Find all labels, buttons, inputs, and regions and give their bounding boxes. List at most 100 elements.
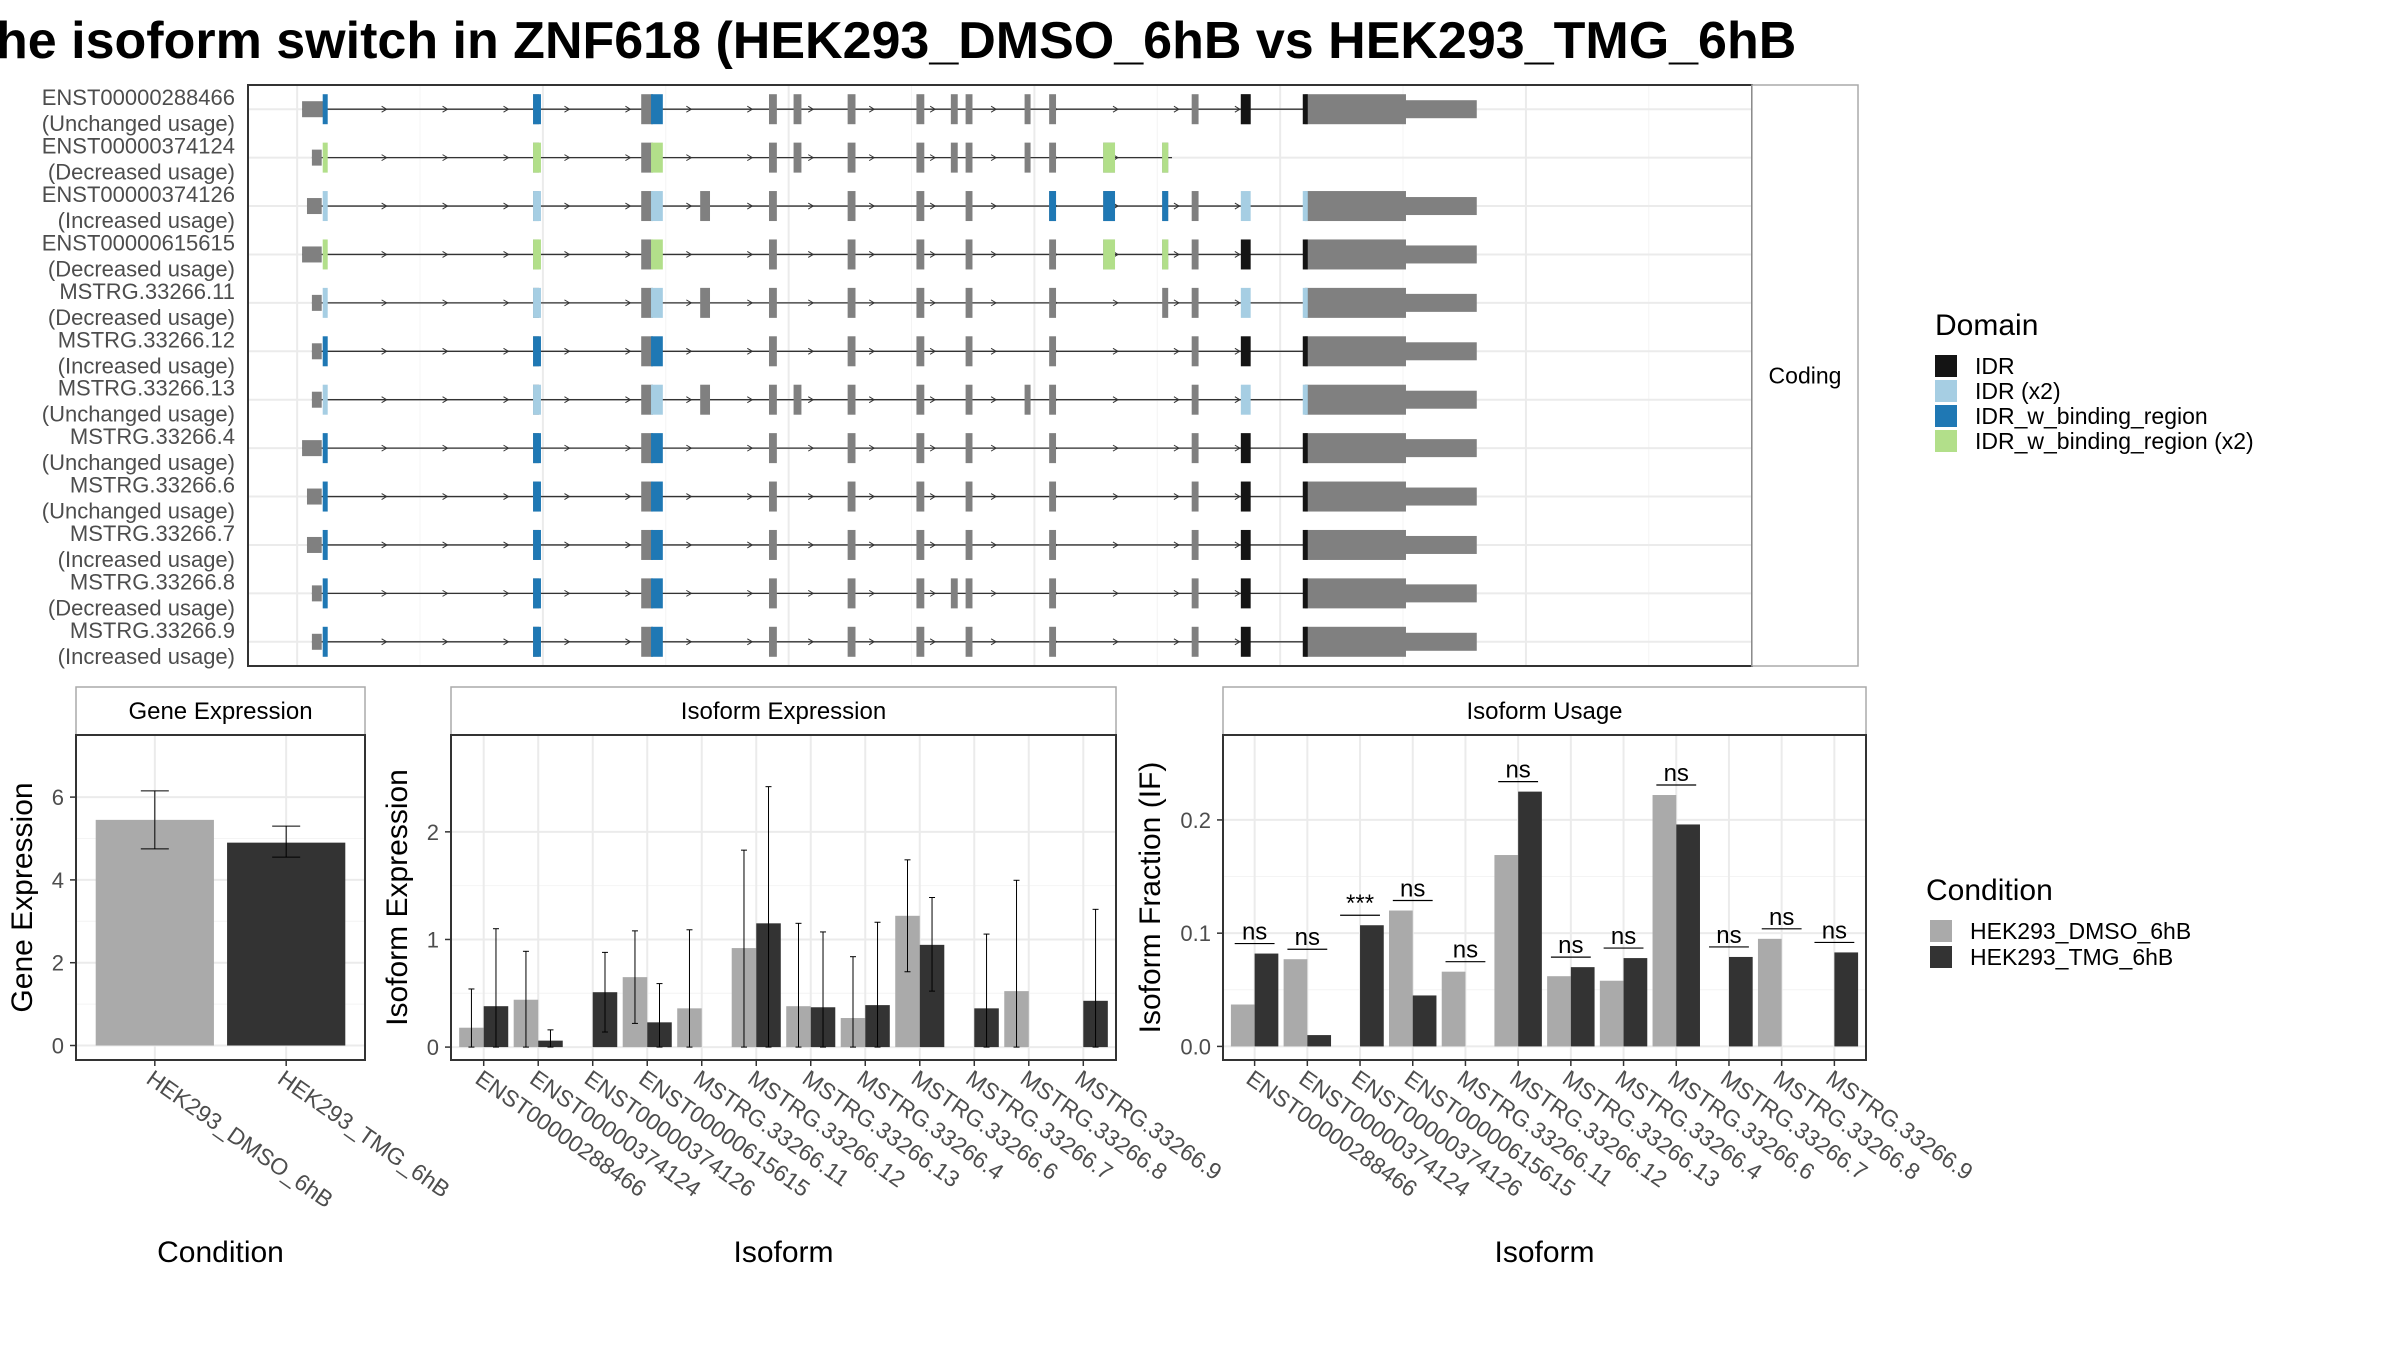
utr-tail xyxy=(1328,584,1477,603)
domain-segment xyxy=(1302,529,1308,560)
exon xyxy=(847,336,856,367)
intron-arrow xyxy=(381,202,388,210)
exon xyxy=(768,481,777,512)
exon xyxy=(1191,529,1199,560)
intron-arrow xyxy=(868,444,876,452)
intron-arrow xyxy=(1112,396,1119,404)
domain-segment xyxy=(322,239,328,270)
significance-label: ns xyxy=(1295,924,1320,951)
exon xyxy=(950,94,958,125)
domain-segment xyxy=(1240,191,1251,222)
transcript-usage-label: (Unchanged usage) xyxy=(42,111,235,136)
exon xyxy=(768,336,777,367)
isoform-expression-panel: Isoform Expression012ENST00000288466ENST… xyxy=(381,686,1227,1269)
panel-border xyxy=(450,734,1117,1061)
y-axis-title: Isoform Expression xyxy=(381,769,414,1026)
intron-arrow xyxy=(503,638,510,646)
domain-segment xyxy=(533,94,541,125)
exon xyxy=(768,578,777,609)
intron-arrow xyxy=(929,638,937,646)
intron-arrow xyxy=(564,202,571,210)
intron-arrow xyxy=(625,105,632,113)
bar xyxy=(1360,925,1384,1047)
exon xyxy=(641,239,653,270)
exon xyxy=(1049,239,1057,270)
intron-arrow xyxy=(747,347,754,355)
bar xyxy=(1757,938,1782,1047)
panel-title: Gene Expression xyxy=(128,698,312,725)
intron-arrow xyxy=(564,589,571,597)
exon xyxy=(1049,529,1057,560)
bar xyxy=(1599,980,1624,1047)
domain-segment xyxy=(322,384,328,415)
domain-segment xyxy=(533,336,541,367)
exon xyxy=(1191,239,1199,270)
exon xyxy=(950,142,958,173)
bar xyxy=(1494,855,1519,1047)
utr-tail xyxy=(1328,632,1477,651)
exon xyxy=(1191,578,1199,609)
intron-arrow xyxy=(503,347,510,355)
intron-arrow xyxy=(807,202,815,210)
exon xyxy=(916,578,925,609)
transcript-id-label: MSTRG.33266.8 xyxy=(70,569,235,594)
exon xyxy=(700,384,711,415)
intron-arrow xyxy=(1173,202,1180,210)
intron-arrow xyxy=(990,396,998,404)
intron-arrow xyxy=(442,396,449,404)
domain-segment xyxy=(651,626,663,657)
transcript-usage-label: (Increased usage) xyxy=(58,208,235,233)
intron-arrow xyxy=(1173,444,1180,452)
domain-segment xyxy=(322,578,328,609)
panel-title: Isoform Usage xyxy=(1466,698,1622,725)
intron-arrow xyxy=(564,396,571,404)
y-tick-label: 0 xyxy=(427,1035,439,1060)
intron-arrow xyxy=(868,493,876,500)
exon xyxy=(768,626,777,657)
exon xyxy=(641,433,653,464)
intron-arrow xyxy=(990,493,998,500)
intron-arrow xyxy=(807,541,815,549)
y-tick-label: 1 xyxy=(427,927,439,952)
exon xyxy=(965,191,973,222)
transcript-row xyxy=(306,529,1477,560)
domain-segment xyxy=(1302,384,1308,415)
significance-label: ns xyxy=(1400,876,1425,903)
condition-legend-label: HEK293_TMG_6hB xyxy=(1970,944,2173,970)
bar xyxy=(1307,1035,1332,1047)
exon xyxy=(1191,336,1199,367)
intron-arrow xyxy=(747,299,754,307)
intron-arrow xyxy=(686,251,693,258)
intron-arrow xyxy=(442,251,449,258)
intron-arrow xyxy=(564,251,571,258)
intron-arrow xyxy=(381,154,388,162)
intron-arrow xyxy=(381,638,388,646)
domain-segment xyxy=(1162,191,1169,222)
intron-arrow xyxy=(625,589,632,597)
intron-arrow xyxy=(929,105,937,113)
domain-legend-swatch xyxy=(1935,380,1957,402)
significance-label: ns xyxy=(1716,922,1741,949)
intron-arrow xyxy=(868,299,876,307)
domain-legend-label: IDR (x2) xyxy=(1975,378,2061,404)
intron-arrow xyxy=(990,589,998,597)
domain-segment xyxy=(1302,578,1308,609)
exon xyxy=(916,529,925,560)
domain-legend-swatch xyxy=(1935,355,1957,377)
significance-label: ns xyxy=(1558,932,1583,959)
intron-arrow xyxy=(381,493,388,500)
bar xyxy=(1254,953,1279,1047)
transcript-row xyxy=(306,481,1477,512)
transcript-usage-label: (Unchanged usage) xyxy=(42,450,235,475)
significance-label: ns xyxy=(1822,917,1847,944)
intron-arrow xyxy=(625,444,632,452)
intron-arrow xyxy=(503,202,510,210)
bar xyxy=(1518,791,1542,1047)
exon xyxy=(847,626,856,657)
domain-segment xyxy=(651,142,663,173)
structure-plot-background xyxy=(248,85,1752,666)
transcript-id-label: ENST00000374124 xyxy=(42,134,235,159)
intron-arrow xyxy=(442,105,449,113)
intron-arrow xyxy=(686,589,693,597)
